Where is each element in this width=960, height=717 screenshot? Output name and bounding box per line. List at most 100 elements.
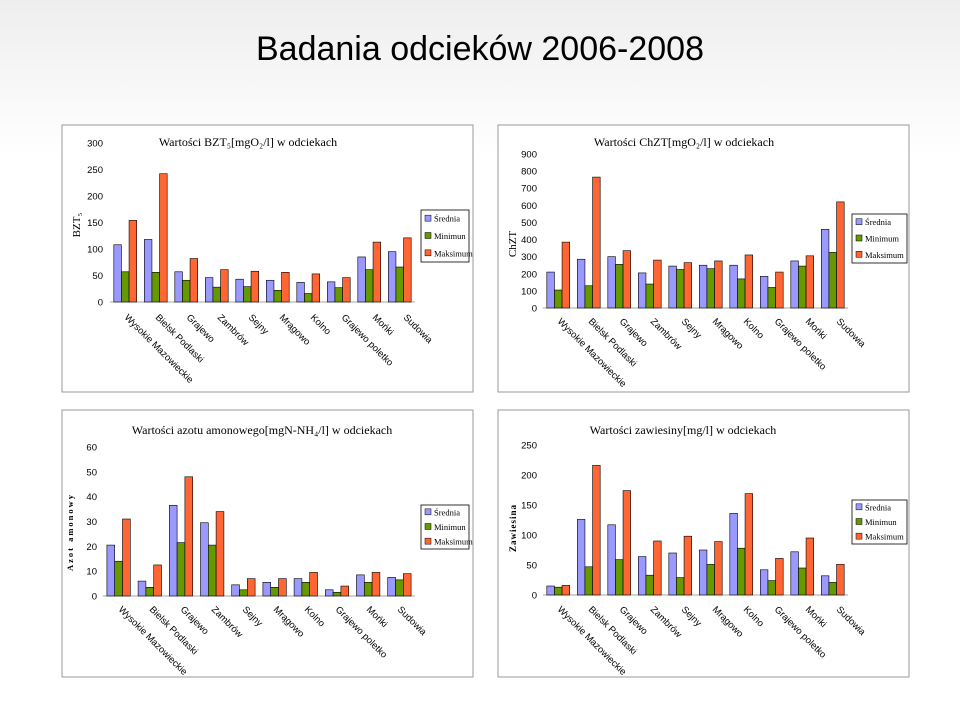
bar-maksimum	[122, 518, 131, 597]
y-tick-label: 200	[87, 192, 103, 203]
bar-srednia	[699, 264, 708, 309]
bar-maksimum	[372, 241, 381, 303]
y-tick-label: 100	[87, 245, 103, 256]
bar-srednia	[699, 549, 708, 596]
bar-minimum	[395, 266, 404, 303]
bar-srednia	[296, 282, 305, 303]
bar-srednia	[546, 271, 555, 309]
bar-srednia	[293, 578, 303, 597]
bar-maksimum	[309, 572, 318, 597]
bar-minimum	[737, 278, 746, 309]
chart-panel-2: Wartości ChZT[mgO₂/l] w odciekach ChZT 0 10…	[497, 124, 910, 393]
legend-label: Średnia	[434, 507, 460, 517]
bar-srednia	[577, 519, 586, 596]
bar-maksimum	[561, 241, 570, 309]
legend-label: Średnia	[865, 217, 891, 227]
bar-minimum	[554, 289, 563, 309]
bar-srednia	[821, 575, 830, 596]
bar-minimum	[798, 567, 807, 596]
y-tick-label: 60	[86, 443, 97, 454]
bar-srednia	[388, 251, 397, 303]
legend-label: Maksimum	[865, 250, 904, 260]
bar-minimum	[304, 293, 313, 303]
y-tick-label: 100	[521, 286, 537, 297]
bar-minimum	[301, 582, 310, 597]
slide-title: Badania odcieków 2006-2008	[255, 30, 704, 68]
y-tick-label: 700	[521, 184, 537, 195]
bar-srednia	[607, 256, 616, 309]
bar-srednia	[356, 574, 365, 597]
bar-minimum	[584, 566, 593, 596]
bar-minimum	[645, 574, 654, 596]
legend-label: Maksimum	[434, 248, 473, 258]
bar-srednia	[577, 258, 586, 309]
bar-maksimum	[340, 585, 349, 597]
bar-maksimum	[622, 250, 631, 309]
legend-swatch	[855, 532, 863, 540]
bar-srednia	[169, 505, 178, 597]
bar-maksimum	[683, 262, 692, 309]
legend-label: Średnia	[434, 214, 460, 224]
bar-srednia	[668, 552, 677, 596]
bar-minimum	[676, 269, 685, 309]
legend-swatch	[424, 249, 432, 257]
y-tick-label: 250	[521, 441, 537, 452]
bar-maksimum	[220, 269, 229, 303]
bar-srednia	[638, 272, 647, 309]
legend-swatch	[855, 503, 863, 511]
y-tick-label: 30	[86, 517, 97, 528]
bar-maksimum	[592, 176, 601, 309]
bar-minimum	[114, 560, 123, 597]
chart-title: Wartości zawiesiny[mg/l] w odciekach	[590, 423, 777, 437]
bar-srednia	[790, 260, 799, 309]
bar-maksimum	[215, 511, 225, 597]
bar-minimum	[767, 287, 776, 309]
bar-maksimum	[561, 585, 570, 596]
legend-swatch	[855, 518, 863, 525]
bar-minimum	[645, 283, 654, 309]
bar-minimum	[334, 287, 343, 303]
bar-minimum	[584, 285, 593, 309]
bar-maksimum	[714, 541, 723, 596]
legend-label: Minimun	[865, 517, 897, 527]
bar-srednia	[729, 513, 738, 596]
y-tick-label: 200	[521, 471, 537, 482]
chart-border	[497, 409, 910, 678]
bar-maksimum	[744, 254, 753, 309]
y-tick-label: 0	[532, 304, 537, 315]
bar-minimum	[239, 589, 248, 597]
bar-maksimum	[592, 465, 601, 596]
legend-swatch	[424, 523, 432, 530]
chart-title: Wartości BZT₅[mgO₂/l] w odciekach	[159, 135, 337, 149]
bar-srednia	[174, 271, 183, 303]
bar-minimum	[121, 271, 130, 303]
bar-maksimum	[128, 220, 137, 303]
bar-srednia	[821, 228, 830, 309]
bar-srednia	[262, 582, 271, 597]
bar-minimum	[706, 268, 715, 309]
y-tick-label: 150	[87, 218, 103, 229]
bar-maksimum	[775, 271, 784, 309]
chart-panel-4: Wartości zawiesiny[mg/l] w odciekach Zawi…	[497, 409, 910, 678]
chart-title: Wartości ChZT[mgO₂/l] w odciekach	[594, 135, 774, 149]
legend-label: Minimun	[434, 522, 466, 532]
bar-maksimum	[189, 258, 198, 303]
bar-minimum	[145, 587, 154, 597]
y-tick-label: 150	[521, 501, 537, 512]
bar-maksimum	[653, 540, 662, 596]
bar-maksimum	[371, 572, 381, 597]
bar-minimum	[363, 582, 373, 597]
bar-srednia	[327, 281, 336, 303]
y-tick-label: 40	[86, 492, 97, 503]
chart-border	[497, 124, 910, 393]
y-tick-label: 600	[521, 201, 537, 212]
bar-maksimum	[153, 564, 162, 597]
y-axis-label: Azot amonowy	[65, 493, 75, 571]
bar-srednia	[144, 239, 153, 303]
bar-minimum	[151, 272, 160, 303]
bar-maksimum	[622, 490, 631, 596]
bar-minimum	[615, 559, 624, 596]
y-tick-label: 0	[92, 592, 97, 603]
y-tick-label: 300	[87, 139, 103, 150]
bar-maksimum	[653, 259, 662, 309]
